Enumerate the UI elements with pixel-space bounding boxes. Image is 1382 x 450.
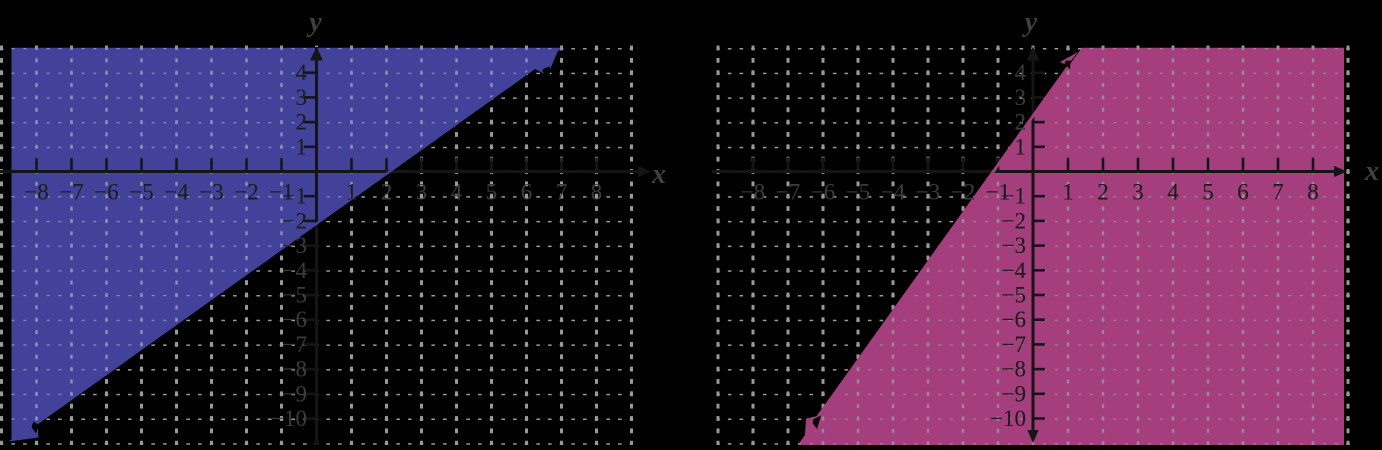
- svg-text:−10: −10: [990, 406, 1026, 431]
- svg-text:−4: −4: [164, 180, 189, 205]
- svg-text:7: 7: [1272, 180, 1284, 205]
- svg-text:−7: −7: [1002, 332, 1026, 357]
- svg-text:2: 2: [296, 110, 308, 135]
- svg-text:2: 2: [1097, 180, 1109, 205]
- svg-text:−4: −4: [1002, 258, 1027, 283]
- svg-text:5: 5: [1202, 180, 1214, 205]
- svg-text:−2: −2: [283, 208, 307, 233]
- svg-text:8: 8: [591, 180, 603, 205]
- svg-text:−1: −1: [1002, 184, 1026, 209]
- svg-text:−8: −8: [283, 357, 307, 382]
- svg-text:−10: −10: [271, 406, 307, 431]
- svg-text:3: 3: [296, 85, 308, 110]
- svg-text:−7: −7: [59, 180, 83, 205]
- svg-text:−7: −7: [776, 180, 800, 205]
- svg-text:4: 4: [1167, 180, 1179, 205]
- svg-text:1: 1: [296, 134, 308, 159]
- svg-text:1: 1: [346, 180, 358, 205]
- svg-text:−3: −3: [283, 233, 307, 258]
- svg-text:4: 4: [1015, 60, 1027, 85]
- svg-text:4: 4: [1167, 180, 1179, 205]
- svg-text:−7: −7: [1002, 332, 1026, 357]
- svg-text:−3: −3: [916, 180, 940, 205]
- svg-text:−4: −4: [283, 258, 308, 283]
- svg-text:−4: −4: [1002, 258, 1027, 283]
- svg-text:−1: −1: [283, 184, 307, 209]
- svg-text:−1: −1: [1002, 184, 1026, 209]
- svg-text:−5: −5: [1002, 283, 1026, 308]
- svg-text:−5: −5: [846, 180, 870, 205]
- svg-text:x: x: [651, 159, 666, 190]
- svg-text:5: 5: [1202, 180, 1214, 205]
- svg-text:5: 5: [486, 180, 498, 205]
- svg-text:−3: −3: [199, 180, 223, 205]
- svg-text:x: x: [1364, 156, 1379, 187]
- svg-text:−6: −6: [94, 180, 118, 205]
- svg-text:−2: −2: [234, 180, 258, 205]
- svg-text:−4: −4: [881, 180, 906, 205]
- svg-text:3: 3: [416, 180, 428, 205]
- svg-text:2: 2: [1097, 180, 1109, 205]
- svg-text:−8: −8: [1002, 357, 1026, 382]
- svg-text:−8: −8: [24, 180, 48, 205]
- svg-text:−1: −1: [269, 180, 293, 205]
- svg-text:3: 3: [1132, 180, 1144, 205]
- svg-text:−9: −9: [1002, 381, 1026, 406]
- svg-text:1: 1: [1015, 134, 1027, 159]
- svg-text:−5: −5: [283, 283, 307, 308]
- svg-text:−5: −5: [129, 180, 153, 205]
- svg-text:3: 3: [296, 85, 308, 110]
- svg-text:y: y: [1022, 7, 1038, 38]
- svg-text:−3: −3: [199, 180, 223, 205]
- svg-text:−2: −2: [234, 180, 258, 205]
- svg-text:6: 6: [1237, 180, 1249, 205]
- svg-text:−6: −6: [283, 307, 307, 332]
- svg-text:−8: −8: [24, 180, 48, 205]
- svg-text:−1: −1: [986, 180, 1010, 205]
- svg-text:−1: −1: [283, 184, 307, 209]
- svg-text:−2: −2: [1002, 208, 1026, 233]
- svg-text:−7: −7: [59, 180, 83, 205]
- svg-text:4: 4: [296, 60, 308, 85]
- svg-text:−3: −3: [1002, 233, 1026, 258]
- svg-text:−2: −2: [1002, 208, 1026, 233]
- svg-text:1: 1: [1062, 180, 1074, 205]
- svg-text:−6: −6: [811, 180, 835, 205]
- svg-text:−4: −4: [164, 180, 189, 205]
- svg-text:8: 8: [1307, 180, 1319, 205]
- svg-text:−7: −7: [283, 332, 307, 357]
- svg-text:−1: −1: [986, 180, 1010, 205]
- svg-text:8: 8: [1307, 180, 1319, 205]
- svg-text:−6: −6: [1002, 307, 1026, 332]
- svg-text:3: 3: [1132, 180, 1144, 205]
- svg-text:−5: −5: [129, 180, 153, 205]
- svg-text:−8: −8: [1002, 357, 1026, 382]
- svg-text:1: 1: [1015, 134, 1027, 159]
- svg-text:−3: −3: [1002, 233, 1026, 258]
- svg-text:2: 2: [296, 110, 308, 135]
- svg-text:−2: −2: [283, 208, 307, 233]
- svg-text:−9: −9: [283, 381, 307, 406]
- svg-text:4: 4: [451, 180, 463, 205]
- svg-text:−6: −6: [1002, 307, 1026, 332]
- svg-text:3: 3: [1015, 85, 1027, 110]
- svg-text:−6: −6: [94, 180, 118, 205]
- svg-text:1: 1: [1062, 180, 1074, 205]
- svg-text:−5: −5: [1002, 283, 1026, 308]
- svg-text:6: 6: [1237, 180, 1249, 205]
- svg-text:6: 6: [521, 180, 533, 205]
- svg-text:−9: −9: [1002, 381, 1026, 406]
- svg-text:−2: −2: [951, 180, 975, 205]
- svg-text:−1: −1: [269, 180, 293, 205]
- svg-text:7: 7: [556, 180, 568, 205]
- svg-text:7: 7: [1272, 180, 1284, 205]
- svg-text:2: 2: [1015, 110, 1027, 135]
- svg-text:1: 1: [346, 180, 358, 205]
- svg-text:4: 4: [296, 60, 308, 85]
- svg-text:−10: −10: [990, 406, 1026, 431]
- svg-text:2: 2: [381, 180, 393, 205]
- svg-text:−8: −8: [741, 180, 765, 205]
- svg-text:1: 1: [296, 134, 308, 159]
- svg-text:y: y: [306, 7, 322, 38]
